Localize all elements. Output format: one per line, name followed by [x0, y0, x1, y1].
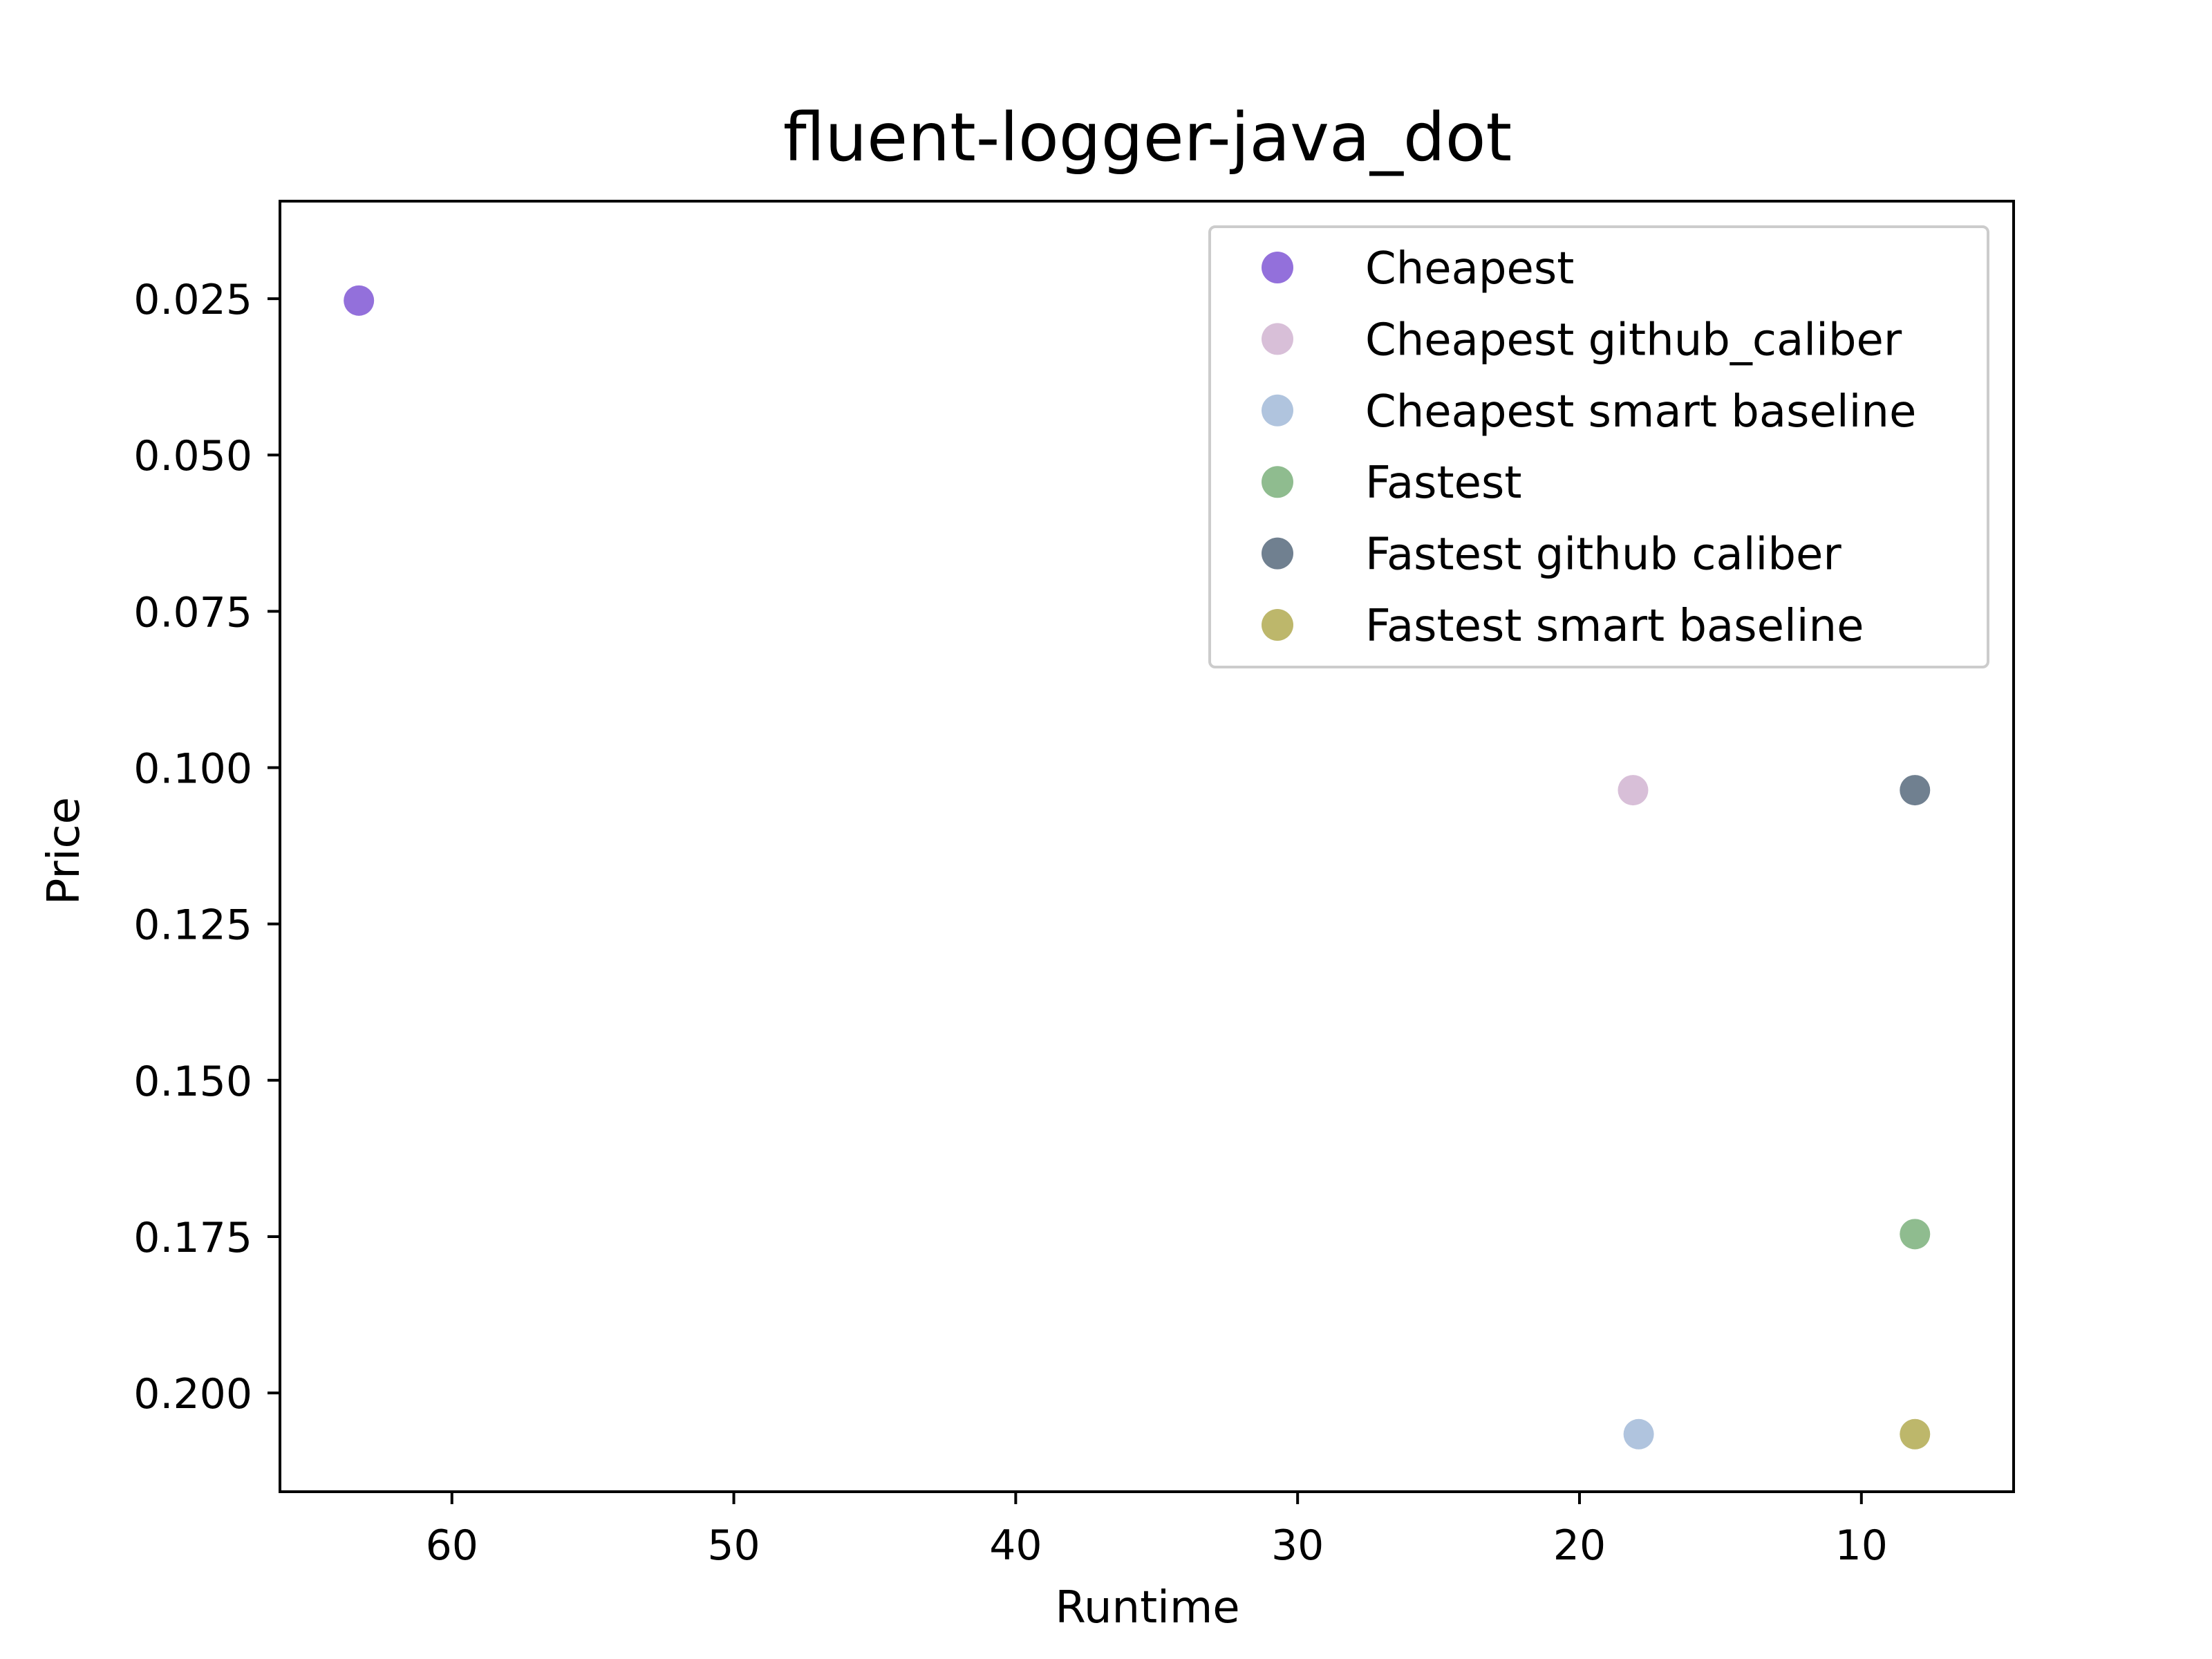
x-tick-label: 40: [989, 1521, 1042, 1570]
y-tick-label: 0.150: [133, 1058, 252, 1106]
legend-marker: [1262, 609, 1293, 641]
x-tick-label: 20: [1553, 1521, 1606, 1570]
chart-title: fluent-logger-java_dot: [783, 99, 1512, 176]
y-tick-label: 0.125: [133, 901, 252, 950]
y-axis-label: Price: [39, 797, 90, 905]
legend-marker: [1262, 394, 1293, 427]
x-tick-label: 10: [1835, 1521, 1888, 1570]
data-point: [1900, 775, 1931, 806]
legend-label: Cheapest github_caliber: [1365, 315, 1902, 366]
x-axis-label: Runtime: [1055, 1582, 1239, 1633]
legend-item: Fastest github caliber: [1262, 529, 1841, 581]
legend-item: Cheapest: [1262, 243, 1574, 294]
legend-box: [1208, 225, 1989, 668]
legend-label: Fastest: [1365, 458, 1521, 509]
legend: Cheapest Cheapest github_caliber Cheapest …: [1208, 225, 1989, 668]
data-point: [344, 285, 375, 316]
y-tick-label: 0.025: [133, 276, 252, 324]
legend-label: Fastest smart baseline: [1365, 601, 1864, 652]
legend-item: Cheapest smart baseline: [1262, 386, 1916, 438]
legend-label: Cheapest: [1365, 243, 1574, 294]
data-point: [1900, 1219, 1931, 1250]
legend-marker: [1262, 537, 1293, 570]
x-tick-label: 50: [707, 1521, 760, 1570]
data-point: [1900, 1418, 1931, 1450]
data-point: [1618, 775, 1649, 806]
legend-item: Fastest smart baseline: [1262, 601, 1864, 652]
y-tick-label: 0.200: [133, 1370, 252, 1418]
legend-label: Cheapest smart baseline: [1365, 386, 1916, 438]
legend-marker: [1262, 466, 1293, 498]
plot-area: [344, 285, 1931, 1450]
legend-item: Fastest: [1262, 458, 1521, 509]
y-tick-label: 0.100: [133, 745, 252, 794]
legend-label: Fastest github caliber: [1365, 529, 1841, 581]
x-axis: 60 50 40 30 20 10: [426, 1492, 1888, 1570]
y-tick-label: 0.075: [133, 588, 252, 637]
y-tick-label: 0.175: [133, 1214, 252, 1262]
y-axis: 0.025 0.050 0.075 0.100 0.125 0.150 0.175 0.200: [133, 276, 280, 1418]
legend-marker: [1262, 252, 1293, 283]
legend-item: Cheapest github_caliber: [1262, 315, 1902, 366]
x-tick-label: 30: [1271, 1521, 1324, 1570]
data-point: [1623, 1418, 1654, 1450]
x-tick-label: 60: [426, 1521, 478, 1570]
y-tick-label: 0.050: [133, 432, 252, 480]
axes-frame: [279, 200, 2015, 1493]
legend-marker: [1262, 323, 1293, 355]
